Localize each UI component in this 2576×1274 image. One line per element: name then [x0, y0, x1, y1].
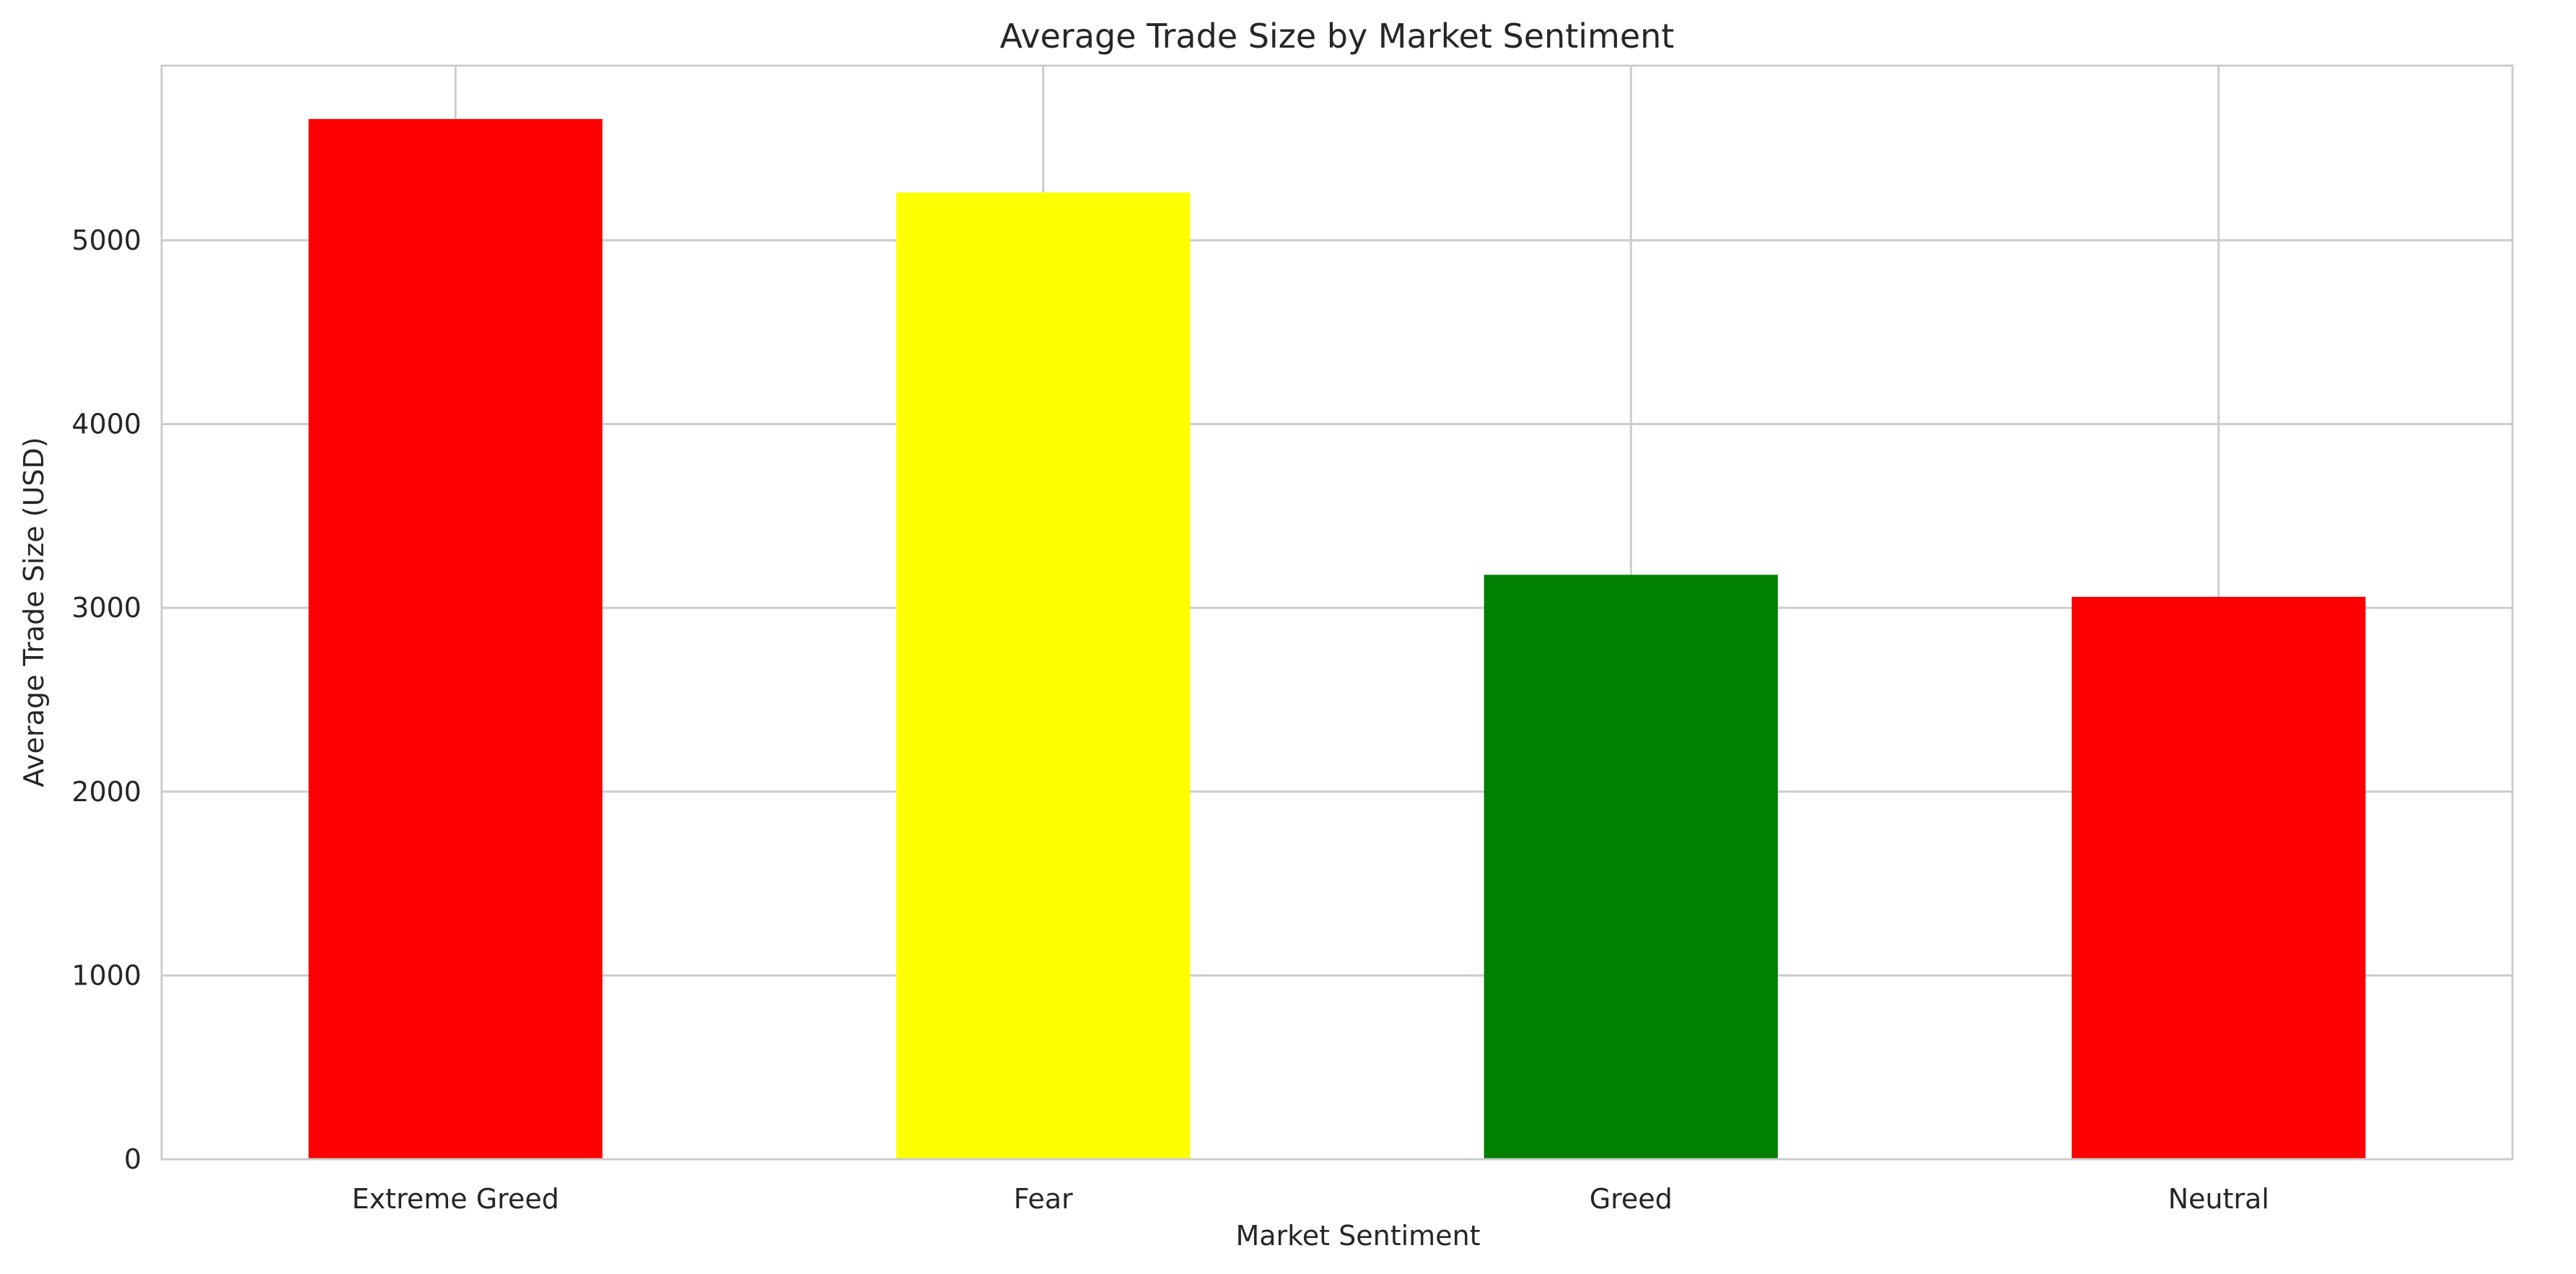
plot-frame: [160, 64, 2514, 1161]
y-tick-labels: 0 1000 2000 3000 4000 5000: [71, 224, 141, 1175]
x-tick-labels: Extreme Greed Fear Greed Neutral: [352, 1183, 2269, 1215]
x-tick-label: Greed: [1590, 1183, 1673, 1215]
x-tick-label: Extreme Greed: [352, 1183, 559, 1215]
bar-fear: [896, 192, 1191, 1159]
y-tick-label: 0: [124, 1143, 141, 1175]
bars: [308, 118, 2366, 1159]
bar-greed: [1484, 575, 1778, 1159]
y-tick-label: 5000: [71, 224, 141, 256]
y-tick-label: 1000: [71, 959, 141, 991]
bar-neutral: [2072, 596, 2366, 1159]
x-tick-label: Neutral: [2168, 1183, 2269, 1215]
y-tick-label: 3000: [71, 592, 141, 624]
y-axis-label: Average Trade Size (USD): [18, 437, 50, 787]
bar-extreme-greed: [308, 118, 603, 1159]
y-tick-label: 2000: [71, 776, 141, 808]
x-tick-label: Fear: [1014, 1183, 1073, 1215]
x-axis-label: Market Sentiment: [1235, 1220, 1480, 1252]
y-tick-label: 4000: [71, 409, 141, 440]
chart-title: Average Trade Size by Market Sentiment: [1000, 17, 1675, 56]
